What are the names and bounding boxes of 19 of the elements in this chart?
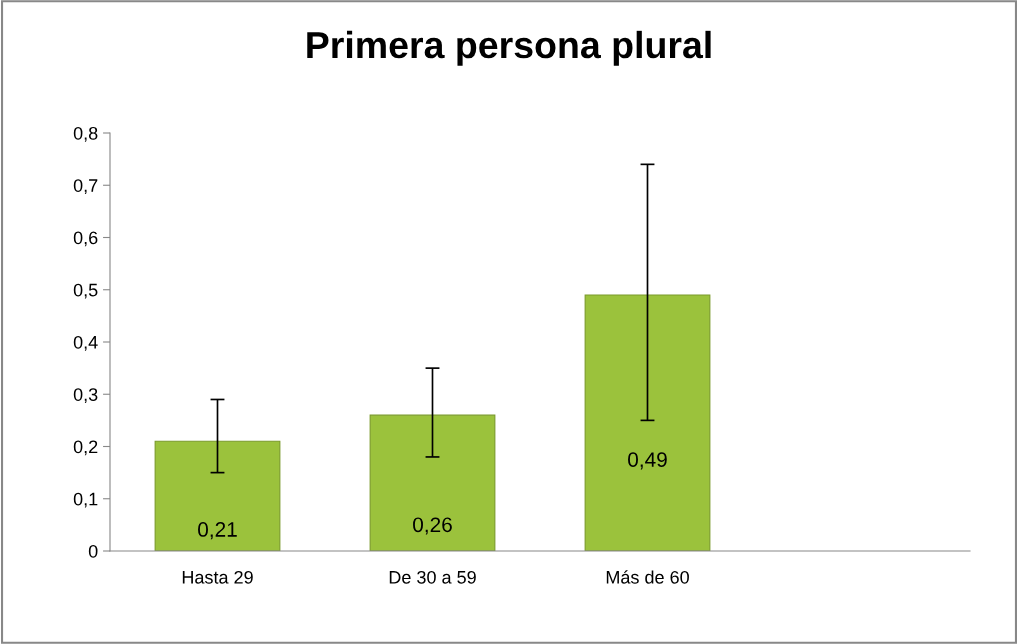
x-tick-label: Más de 60 <box>606 570 689 584</box>
bar <box>369 414 496 551</box>
y-tick-label: 0,2 <box>73 440 98 456</box>
data-label: 0,49 <box>628 452 667 470</box>
y-tick-label: 0,1 <box>73 492 98 508</box>
y-tick-label: 0,7 <box>73 179 98 195</box>
data-label: 0,26 <box>413 517 452 535</box>
data-label: 0,21 <box>198 522 237 540</box>
y-tick-label: 0,4 <box>73 335 98 351</box>
y-tick-label: 0,5 <box>73 283 98 299</box>
chart-title: Primera persona plural <box>307 30 711 66</box>
bar <box>154 440 281 551</box>
y-tick-label: 0,8 <box>73 126 98 142</box>
x-tick-label: Hasta 29 <box>182 570 253 584</box>
x-tick-label: De 30 a 59 <box>389 570 476 584</box>
bar <box>584 294 711 551</box>
y-tick-label: 0,6 <box>73 231 98 247</box>
y-tick-label: 0,3 <box>73 388 98 404</box>
y-tick-label: 0 <box>88 544 98 558</box>
